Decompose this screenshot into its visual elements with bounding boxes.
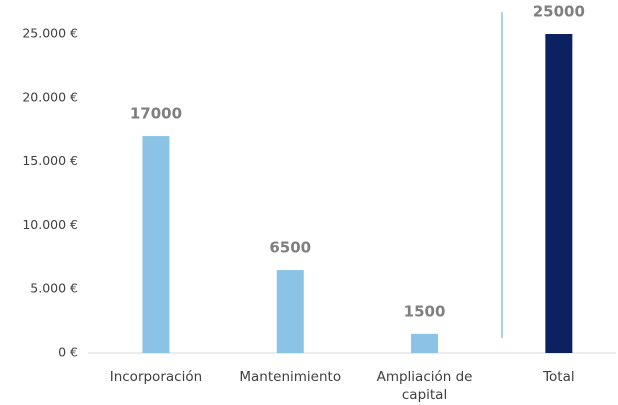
x-tick-label: Mantenimiento bbox=[239, 369, 342, 385]
data-label: 6500 bbox=[269, 239, 311, 257]
y-tick-label: 20.000 € bbox=[22, 89, 78, 104]
data-label: 1500 bbox=[404, 302, 446, 320]
data-label: 25000 bbox=[533, 3, 585, 21]
data-label: 17000 bbox=[130, 105, 182, 123]
bar bbox=[411, 333, 439, 353]
y-tick-label: 0 € bbox=[58, 345, 78, 360]
bar bbox=[545, 34, 573, 353]
y-tick-label: 10.000 € bbox=[22, 217, 78, 232]
bar bbox=[142, 136, 170, 353]
y-tick-label: 5.000 € bbox=[30, 281, 78, 296]
x-tick-label: Incorporación bbox=[109, 369, 203, 385]
y-tick-label: 15.000 € bbox=[22, 153, 78, 168]
y-tick-label: 25.000 € bbox=[22, 26, 78, 41]
bar bbox=[276, 270, 304, 353]
x-tick-label: Ampliación de capital bbox=[376, 369, 473, 403]
x-tick-label: Total bbox=[543, 369, 575, 385]
